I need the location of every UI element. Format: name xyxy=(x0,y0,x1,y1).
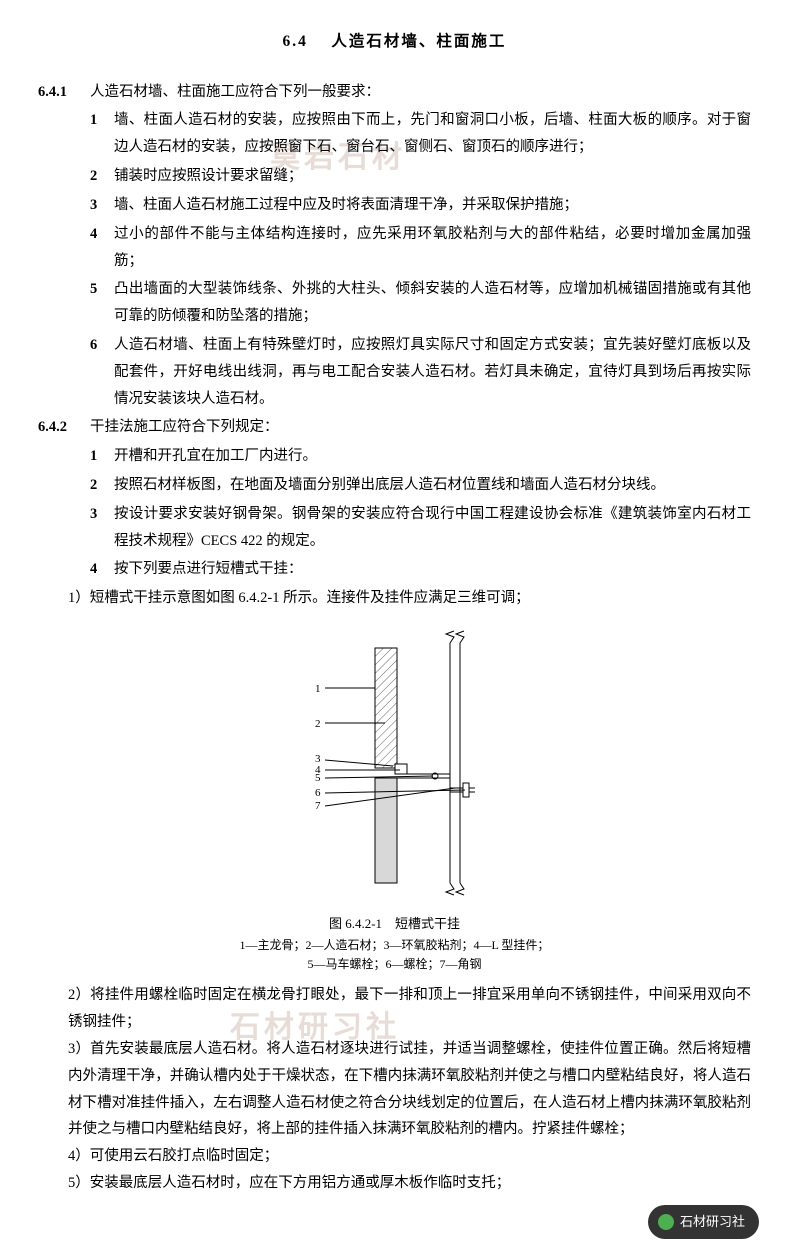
sub-item-4: 4 按下列要点进行短槽式干挂： xyxy=(90,556,751,583)
clause-number: 6.4.1 xyxy=(38,79,90,106)
diagram-svg: 1 2 3 4 5 6 7 xyxy=(225,628,565,898)
sub-item-6: 6 人造石材墙、柱面上有特殊壁灯时，应按照灯具实际尺寸和固定方式安装；宜先装好壁… xyxy=(90,332,751,412)
section-number: 6.4 xyxy=(283,33,308,50)
sub-item-3: 3 按设计要求安装好钢骨架。钢骨架的安装应符合现行中国工程建设协会标准《建筑装饰… xyxy=(90,501,751,555)
para-5: 5）安装最底层人造石材时，应在下方用铝方通或厚木板作临时支托； xyxy=(68,1170,751,1197)
sub-item-3: 3 墙、柱面人造石材施工过程中应及时将表面清理干净，并采取保护措施； xyxy=(90,192,751,219)
sub-text: 按照石材样板图，在地面及墙面分别弹出底层人造石材位置线和墙面人造石材分块线。 xyxy=(114,472,751,499)
dia-label-7: 7 xyxy=(315,800,321,812)
para-1: 1）短槽式干挂示意图如图 6.4.2-1 所示。连接件及挂件应满足三维可调； xyxy=(68,585,751,612)
sub-text: 人造石材墙、柱面上有特殊壁灯时，应按照灯具实际尺寸和固定方式安装；宜先装好壁灯底… xyxy=(114,332,751,412)
sub-text: 凸出墙面的大型装饰线条、外挑的大柱头、倾斜安装的人造石材等，应增加机械锚固措施或… xyxy=(114,276,751,330)
clause-6-4-2: 6.4.2 干挂法施工应符合下列规定： xyxy=(38,414,751,441)
sub-item-1: 1 开槽和开孔宜在加工厂内进行。 xyxy=(90,443,751,470)
sub-item-1: 1 墙、柱面人造石材的安装，应按照由下而上，先门和窗洞口小板，后墙、柱面大板的顺… xyxy=(90,107,751,161)
diagram-caption: 图 6.4.2-1 短槽式干挂 xyxy=(38,912,751,936)
wechat-icon xyxy=(658,1214,674,1230)
sub-item-2: 2 铺装时应按照设计要求留缝； xyxy=(90,163,751,190)
sub-num: 4 xyxy=(90,556,114,583)
diagram-6-4-2-1: 1 2 3 4 5 6 7 图 6.4.2-1 短槽式干挂 1—主龙骨；2—人造… xyxy=(38,628,751,974)
clause-6-4-1: 6.4.1 人造石材墙、柱面施工应符合下列一般要求： xyxy=(38,79,751,106)
dia-label-1: 1 xyxy=(315,683,321,695)
sub-text: 按设计要求安装好钢骨架。钢骨架的安装应符合现行中国工程建设协会标准《建筑装饰室内… xyxy=(114,501,751,555)
sub-num: 3 xyxy=(90,501,114,555)
sub-item-4: 4 过小的部件不能与主体结构连接时，应先采用环氧胶粘剂与大的部件粘结，必要时增加… xyxy=(90,221,751,275)
sub-num: 3 xyxy=(90,192,114,219)
footer-badge: 石材研习社 xyxy=(648,1205,759,1239)
sub-num: 1 xyxy=(90,107,114,161)
clause-number: 6.4.2 xyxy=(38,414,90,441)
sub-item-2: 2 按照石材样板图，在地面及墙面分别弹出底层人造石材位置线和墙面人造石材分块线。 xyxy=(90,472,751,499)
sub-text: 墙、柱面人造石材施工过程中应及时将表面清理干净，并采取保护措施； xyxy=(114,192,751,219)
sub-text: 铺装时应按照设计要求留缝； xyxy=(114,163,751,190)
para-3: 3）首先安装最底层人造石材。将人造石材逐块进行试挂，并适当调整螺栓，使挂件位置正… xyxy=(68,1036,751,1143)
sub-num: 5 xyxy=(90,276,114,330)
sub-num: 2 xyxy=(90,163,114,190)
para-4: 4）可使用云石胶打点临时固定； xyxy=(68,1143,751,1170)
diagram-legend-1: 1—主龙骨；2—人造石材；3—环氧胶粘剂；4—L 型挂件； xyxy=(38,936,751,955)
sub-num: 1 xyxy=(90,443,114,470)
footer-label: 石材研习社 xyxy=(680,1210,745,1234)
sub-text: 开槽和开孔宜在加工厂内进行。 xyxy=(114,443,751,470)
caption-title: 短槽式干挂 xyxy=(395,916,460,931)
section-heading: 人造石材墙、柱面施工 xyxy=(331,33,506,50)
document-content: 6.4 人造石材墙、柱面施工 6.4.1 人造石材墙、柱面施工应符合下列一般要求… xyxy=(38,28,751,1197)
sub-text: 墙、柱面人造石材的安装，应按照由下而上，先门和窗洞口小板，后墙、柱面大板的顺序。… xyxy=(114,107,751,161)
clause-text: 干挂法施工应符合下列规定： xyxy=(90,414,751,441)
dia-label-6: 6 xyxy=(315,787,321,799)
diagram-legend-2: 5—马车螺栓；6—螺栓；7—角钢 xyxy=(38,955,751,974)
sub-num: 2 xyxy=(90,472,114,499)
para-2: 2）将挂件用螺栓临时固定在横龙骨打眼处，最下一排和顶上一排宜采用单向不锈钢挂件，… xyxy=(68,982,751,1036)
sub-num: 4 xyxy=(90,221,114,275)
section-title: 6.4 人造石材墙、柱面施工 xyxy=(38,28,751,57)
clause-text: 人造石材墙、柱面施工应符合下列一般要求： xyxy=(90,79,751,106)
caption-num: 图 6.4.2-1 xyxy=(329,916,382,931)
sub-item-5: 5 凸出墙面的大型装饰线条、外挑的大柱头、倾斜安装的人造石材等，应增加机械锚固措… xyxy=(90,276,751,330)
dia-label-5: 5 xyxy=(315,772,321,784)
dia-label-2: 2 xyxy=(315,718,321,730)
sub-text: 过小的部件不能与主体结构连接时，应先采用环氧胶粘剂与大的部件粘结，必要时增加金属… xyxy=(114,221,751,275)
sub-num: 6 xyxy=(90,332,114,412)
sub-text: 按下列要点进行短槽式干挂： xyxy=(114,556,751,583)
